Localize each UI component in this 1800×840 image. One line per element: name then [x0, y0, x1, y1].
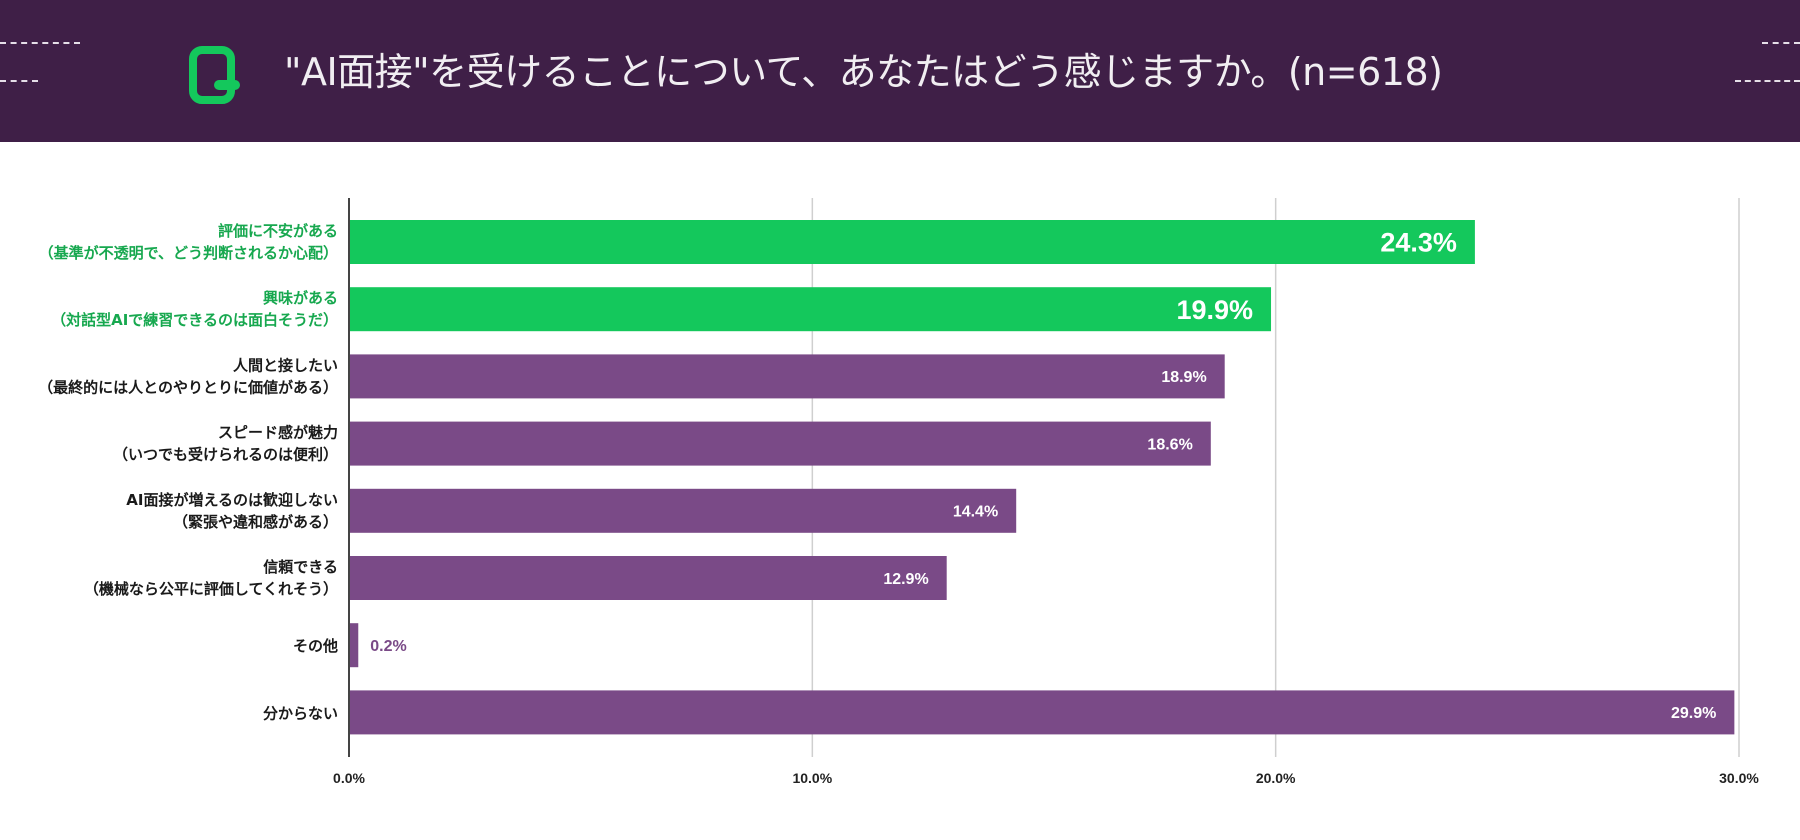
q-logo-icon: [189, 46, 240, 104]
chart-title: "AI面接"を受けることについて、あなたはどう感じますか。(n=618): [284, 50, 1443, 94]
category-label: （いつでも受けられるのは便利）: [113, 446, 338, 464]
data-label: 12.9%: [883, 571, 928, 588]
data-label: 18.9%: [1161, 369, 1206, 386]
category-label: その他: [293, 637, 338, 655]
decorative-dash: [0, 42, 80, 44]
bar: [349, 488, 1017, 533]
category-label: 信頼できる: [263, 558, 338, 576]
bar: [349, 354, 1225, 399]
data-label: 18.6%: [1147, 436, 1192, 453]
x-tick-label: 30.0%: [1719, 770, 1759, 786]
category-label: （対話型AIで練習できるのは面白そうだ）: [51, 311, 338, 329]
decorative-dash: [1735, 80, 1800, 82]
x-tick-label: 20.0%: [1256, 770, 1296, 786]
bar: [349, 623, 359, 668]
decorative-dash: [0, 80, 38, 82]
header-banner: "AI面接"を受けることについて、あなたはどう感じますか。(n=618): [0, 0, 1800, 142]
bar: [349, 690, 1735, 735]
bar: [349, 220, 1475, 264]
data-label: 19.9%: [1176, 295, 1253, 325]
category-label: （最終的には人とのやりとりに価値がある）: [38, 378, 338, 396]
category-label: （機械なら公平に評価してくれそう）: [84, 580, 338, 598]
data-label: 24.3%: [1380, 228, 1457, 258]
category-label: 分からない: [263, 704, 338, 722]
decorative-dash: [1762, 42, 1800, 44]
category-label: （基準が不透明で、どう判断されるか心配）: [39, 244, 338, 262]
data-label: 29.9%: [1671, 705, 1716, 722]
category-label: （緊張や違和感がある）: [173, 513, 338, 531]
bar: [349, 287, 1272, 332]
category-label: 評価に不安がある: [218, 222, 338, 240]
category-label: 人間と接したい: [233, 356, 338, 374]
bar: [349, 421, 1211, 466]
data-label: 14.4%: [953, 504, 998, 521]
data-label: 0.2%: [370, 638, 406, 655]
x-tick-label: 10.0%: [792, 770, 832, 786]
category-label: スピード感が魅力: [218, 424, 338, 442]
bar: [349, 556, 947, 600]
category-label: 興味がある: [263, 289, 338, 307]
x-tick-label: 0.0%: [333, 770, 365, 786]
category-label: AI面接が増えるのは歓迎しない: [126, 491, 338, 509]
